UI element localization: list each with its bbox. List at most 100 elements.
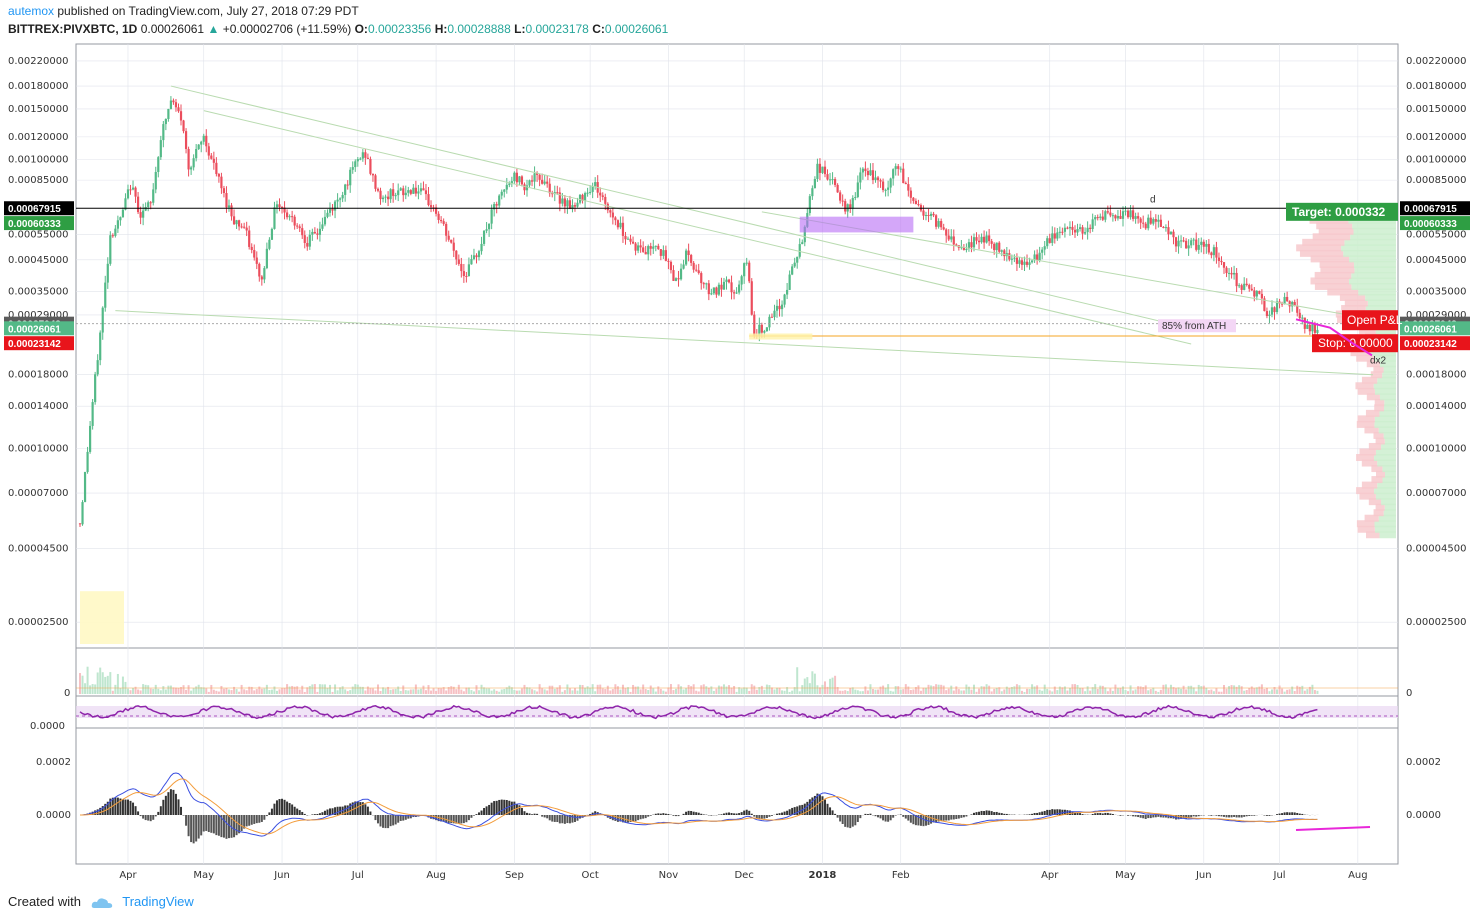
volume-profile-up bbox=[1379, 360, 1396, 368]
volume-bar bbox=[892, 691, 895, 694]
volume-bar bbox=[371, 688, 374, 694]
volume-bar bbox=[1311, 684, 1314, 694]
candle-body bbox=[1036, 254, 1039, 261]
tradingview-link[interactable]: TradingView bbox=[122, 894, 194, 909]
volume-bar bbox=[1026, 688, 1029, 694]
volume-bar bbox=[1023, 691, 1026, 694]
candle-body bbox=[1167, 227, 1170, 235]
volume-bar bbox=[1172, 687, 1175, 694]
macd-histogram-bar bbox=[647, 815, 650, 817]
macd-histogram-bar bbox=[1215, 815, 1218, 816]
candle-body bbox=[265, 248, 268, 269]
candle-body bbox=[1096, 217, 1099, 219]
macd-histogram-bar bbox=[278, 799, 281, 815]
volume-bar bbox=[1076, 685, 1079, 694]
volume-bar bbox=[738, 687, 741, 694]
candle-body bbox=[904, 182, 907, 185]
author-link[interactable]: autemox bbox=[8, 4, 55, 18]
volume-bar bbox=[1028, 688, 1031, 694]
macd-histogram-bar bbox=[927, 815, 930, 825]
volume-bar bbox=[998, 687, 1001, 694]
macd-histogram-bar bbox=[1101, 813, 1104, 815]
volume-bar bbox=[200, 687, 203, 694]
volume-bar bbox=[988, 685, 991, 694]
volume-bar bbox=[947, 688, 950, 694]
candle-body bbox=[301, 228, 304, 236]
macd-histogram-bar bbox=[748, 810, 751, 815]
volume-bar bbox=[877, 689, 880, 694]
volume-profile-down bbox=[1302, 238, 1345, 246]
volume-bar bbox=[1046, 688, 1049, 694]
volume-bar bbox=[1215, 688, 1218, 694]
volume-bar bbox=[576, 690, 579, 694]
time-tick: Aug bbox=[426, 870, 446, 881]
macd-histogram-bar bbox=[286, 801, 289, 815]
candle-body bbox=[440, 219, 443, 222]
candle-body bbox=[1195, 239, 1198, 250]
candle-body bbox=[1197, 244, 1200, 250]
candle-body bbox=[730, 282, 733, 293]
volume-bar bbox=[1096, 688, 1099, 694]
candle-body bbox=[899, 168, 902, 170]
volume-bar bbox=[270, 689, 273, 694]
macd-histogram-bar bbox=[1276, 814, 1279, 815]
candle-body bbox=[134, 187, 137, 197]
macd-histogram-bar bbox=[177, 799, 180, 815]
volume-bar bbox=[114, 684, 117, 694]
macd-histogram-bar bbox=[818, 795, 821, 815]
volume-bar bbox=[1114, 684, 1117, 694]
candle-body bbox=[1273, 307, 1276, 313]
volume-bar bbox=[1240, 686, 1243, 694]
volume-bar bbox=[291, 685, 294, 694]
trend-line bbox=[115, 310, 1374, 376]
symbol-label: BITTREX:PIVXBTC, 1D bbox=[8, 22, 138, 36]
macd-histogram-bar bbox=[329, 808, 332, 815]
macd-histogram-bar bbox=[962, 815, 965, 818]
volume-bar bbox=[240, 684, 243, 694]
candle-body bbox=[803, 226, 806, 243]
candle-body bbox=[1101, 216, 1104, 220]
volume-bar bbox=[763, 689, 766, 694]
volume-profile-up bbox=[1375, 327, 1396, 335]
price-tick-left: 0.00018000 bbox=[8, 370, 68, 381]
volume-bar bbox=[629, 691, 632, 694]
candle-body bbox=[578, 194, 582, 203]
macd-histogram-bar bbox=[889, 815, 892, 821]
candle-body bbox=[551, 193, 554, 195]
candle-body bbox=[998, 242, 1001, 252]
candle-body bbox=[679, 268, 683, 280]
volume-bar bbox=[760, 685, 763, 694]
candle-body bbox=[647, 246, 650, 255]
volume-bar bbox=[768, 685, 771, 694]
candle-body bbox=[778, 305, 781, 310]
macd-histogram-bar bbox=[478, 812, 481, 815]
candle-body bbox=[568, 200, 572, 210]
volume-bar bbox=[235, 689, 238, 694]
volume-bar bbox=[323, 684, 326, 694]
candle-body bbox=[303, 235, 306, 243]
volume-profile-up bbox=[1378, 514, 1396, 522]
macd-histogram-bar bbox=[639, 815, 642, 820]
macd-histogram-bar bbox=[1298, 813, 1301, 815]
macd-histogram-bar bbox=[950, 815, 953, 820]
macd-histogram-bar bbox=[543, 815, 546, 818]
candle-body bbox=[467, 264, 471, 277]
volume-bar bbox=[551, 685, 554, 694]
macd-histogram-bar bbox=[1041, 811, 1044, 815]
macd-histogram-bar bbox=[430, 815, 433, 819]
candle-body bbox=[417, 191, 420, 194]
volume-bar bbox=[674, 688, 677, 694]
volume-bar bbox=[960, 690, 963, 694]
macd-histogram-bar bbox=[462, 815, 465, 824]
volume-bar bbox=[659, 688, 662, 694]
volume-profile-down bbox=[1364, 514, 1379, 522]
macd-histogram-bar bbox=[806, 801, 809, 815]
volume-bar bbox=[84, 683, 87, 694]
volume-bar bbox=[169, 685, 172, 694]
macd-histogram-bar bbox=[493, 801, 496, 815]
volume-bar bbox=[1281, 688, 1284, 694]
volume-bar bbox=[472, 691, 475, 694]
macd-histogram-bar bbox=[180, 806, 183, 815]
volume-bar bbox=[606, 685, 609, 694]
